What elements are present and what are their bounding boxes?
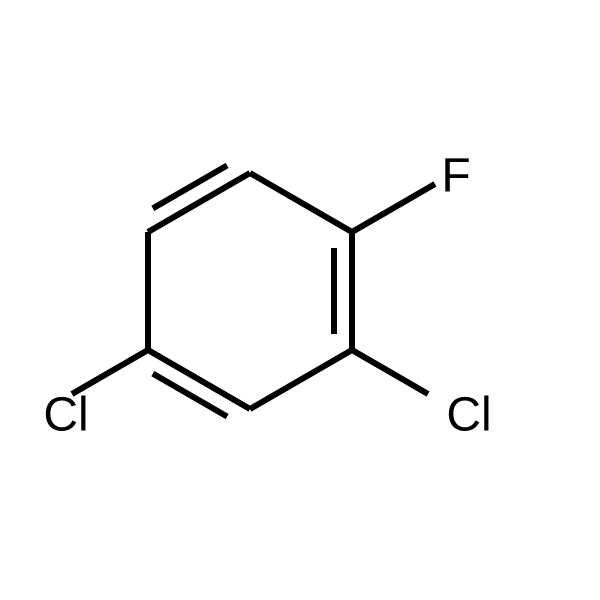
bond — [72, 350, 148, 394]
atom-label-f: F — [441, 150, 470, 203]
bond — [153, 165, 227, 208]
bond — [352, 184, 435, 232]
bond — [352, 350, 428, 394]
bond — [250, 350, 352, 409]
molecule-diagram: F Cl Cl — [0, 0, 600, 600]
atom-label-cl4: Cl — [43, 389, 88, 442]
bond — [153, 374, 227, 417]
bond — [250, 173, 352, 232]
atom-label-cl2: Cl — [446, 389, 491, 442]
